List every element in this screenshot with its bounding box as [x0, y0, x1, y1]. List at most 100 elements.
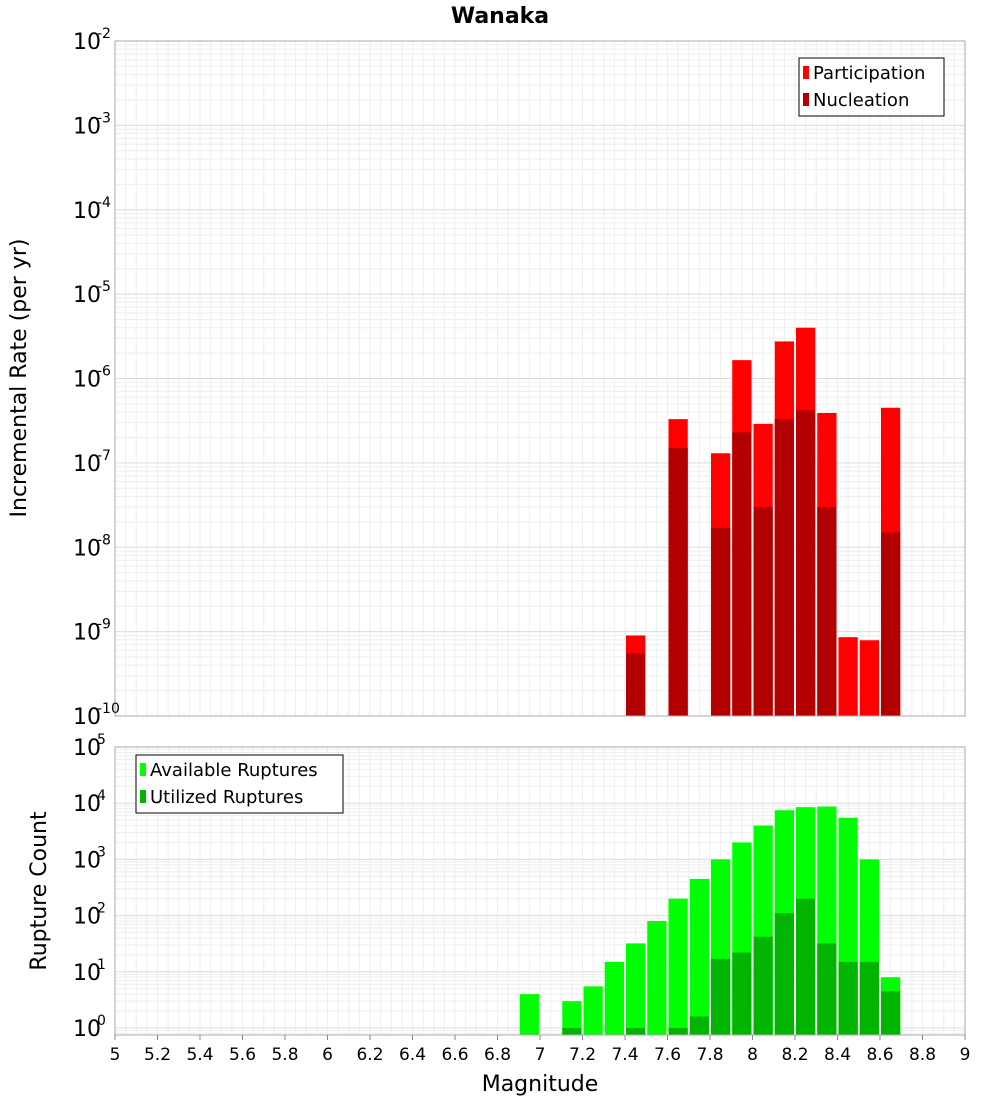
y-tick-mantissa: 10 — [73, 705, 101, 730]
legend-swatch — [140, 763, 146, 776]
y-tick-label: 102 — [73, 901, 106, 930]
x-tick-label: 9 — [960, 1045, 971, 1065]
x-tick-label: 7.4 — [611, 1045, 638, 1065]
x-tick-label: 6 — [322, 1045, 333, 1065]
bar — [859, 961, 879, 1035]
y-tick-mantissa: 10 — [73, 792, 101, 817]
bar — [562, 1001, 582, 1035]
legend-label: Utilized Ruptures — [150, 787, 303, 808]
bar — [626, 1027, 646, 1035]
bar — [838, 961, 858, 1035]
y-tick-exponent: -3 — [97, 110, 111, 126]
bar — [859, 640, 879, 716]
x-tick-label: 7 — [535, 1045, 546, 1065]
legend-bottom: Available Ruptures Utilized Ruptures — [135, 754, 344, 814]
bar — [626, 943, 646, 1035]
bar — [626, 653, 646, 716]
y-tick-exponent: -2 — [97, 26, 111, 42]
x-tick-label: 8.6 — [866, 1045, 893, 1065]
bar — [796, 898, 816, 1035]
series-utilized-ruptures — [562, 898, 901, 1035]
x-tick-label: 6.2 — [356, 1045, 383, 1065]
y-tick-label: 10-3 — [73, 110, 111, 139]
y-tick-exponent: -8 — [97, 532, 111, 548]
y-tick-label: 103 — [73, 844, 106, 873]
y-axis-label-top: Incremental Rate (per yr) — [7, 239, 32, 518]
y-tick-exponent: -4 — [97, 195, 111, 211]
legend-box — [798, 57, 945, 117]
y-tick-exponent: -6 — [97, 364, 111, 380]
y-tick-mantissa: 10 — [73, 1017, 101, 1042]
x-tick-label: 8 — [747, 1045, 758, 1065]
y-tick-mantissa: 10 — [73, 199, 101, 224]
y-tick-mantissa: 10 — [73, 368, 101, 393]
series-nucleation — [626, 410, 901, 716]
y-tick-mantissa: 10 — [73, 905, 101, 930]
chart-panel-top: 10-1010-910-810-710-610-510-410-310-2Par… — [73, 26, 966, 730]
bar — [796, 410, 816, 716]
grid-top — [114, 41, 966, 717]
y-tick-label: 105 — [73, 732, 106, 761]
x-tick-label: 6.4 — [399, 1045, 426, 1065]
bar — [711, 958, 731, 1035]
bar — [604, 961, 624, 1035]
y-tick-label: 10-4 — [73, 195, 111, 224]
legend-swatch — [803, 66, 809, 79]
x-tick-label: 7.8 — [696, 1045, 723, 1065]
x-tick-label: 5.6 — [229, 1045, 256, 1065]
y-tick-label: 104 — [73, 788, 106, 817]
y-tick-label: 10-5 — [73, 279, 111, 308]
legend-swatch — [140, 790, 146, 803]
y-tick-mantissa: 10 — [73, 30, 101, 55]
y-tick-mantissa: 10 — [73, 452, 101, 477]
chart-title: Wanaka — [451, 4, 549, 29]
bar — [774, 419, 794, 716]
x-tick-label: 5 — [110, 1045, 121, 1065]
y-tick-mantissa: 10 — [73, 621, 101, 646]
y-tick-label: 100 — [73, 1013, 106, 1042]
bar — [753, 936, 773, 1035]
legend-label: Available Ruptures — [150, 760, 318, 781]
bar — [519, 994, 539, 1035]
x-axis-label: Magnitude — [482, 1072, 599, 1097]
bar — [668, 448, 688, 716]
y-tick-exponent: 5 — [97, 732, 106, 748]
y-tick-label: 10-9 — [73, 617, 111, 646]
y-tick-label: 10-8 — [73, 532, 111, 561]
plot-frame-top — [114, 40, 966, 717]
y-tick-exponent: -7 — [97, 448, 111, 464]
y-tick-exponent: 4 — [97, 788, 106, 804]
y-tick-mantissa: 10 — [73, 114, 101, 139]
y-axis-label-bottom: Rupture Count — [27, 811, 52, 971]
bar — [774, 913, 794, 1035]
x-tick-label: 6.6 — [441, 1045, 468, 1065]
y-tick-exponent: 1 — [97, 957, 106, 973]
legend-label: Nucleation — [813, 90, 909, 111]
y-tick-label: 10-2 — [73, 26, 111, 55]
bar — [647, 921, 667, 1035]
x-tick-label: 8.2 — [781, 1045, 808, 1065]
bar — [689, 878, 709, 1035]
bar — [689, 1016, 709, 1035]
bar — [668, 898, 688, 1035]
bar — [562, 1027, 582, 1035]
y-tick-label: 10-6 — [73, 364, 111, 393]
y-tick-label: 10-10 — [73, 701, 120, 730]
bar — [838, 637, 858, 716]
y-tick-label: 101 — [73, 957, 106, 986]
y-tick-mantissa: 10 — [73, 283, 101, 308]
y-tick-exponent: -5 — [97, 279, 111, 295]
x-tick-label: 5.2 — [144, 1045, 171, 1065]
bar — [732, 952, 752, 1035]
bar — [881, 991, 901, 1035]
bar — [881, 532, 901, 716]
x-tick-label: 6.8 — [484, 1045, 511, 1065]
x-tick-label: 7.6 — [654, 1045, 681, 1065]
y-tick-mantissa: 10 — [73, 736, 101, 761]
y-tick-exponent: -10 — [97, 701, 120, 717]
y-tick-exponent: 3 — [97, 844, 106, 860]
x-tick-label: 5.8 — [271, 1045, 298, 1065]
